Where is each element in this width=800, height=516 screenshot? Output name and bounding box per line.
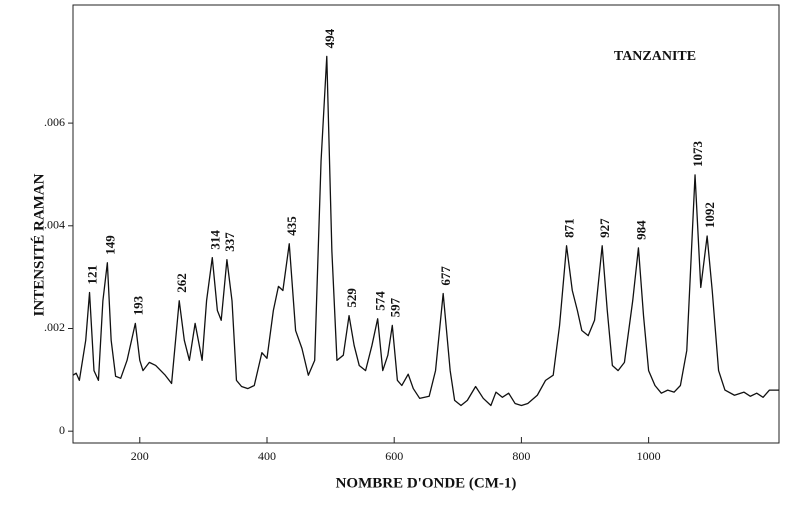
y-tick-label: .006: [44, 115, 65, 129]
plot-frame: [72, 4, 780, 444]
y-tick-label: .002: [44, 320, 65, 334]
peak-label: 871: [562, 218, 577, 238]
peak-label: 1073: [690, 140, 705, 167]
x-tick-label: 200: [131, 449, 149, 463]
x-tick-label: 600: [385, 449, 403, 463]
chart-title: TANZANITE: [614, 49, 696, 64]
y-axis-label: INTENSITÉ RAMAN: [30, 173, 47, 316]
peak-label: 1092: [702, 202, 717, 228]
peak-label: 984: [633, 220, 648, 240]
peak-label: 262: [174, 273, 189, 293]
x-tick-label: 1000: [637, 449, 661, 463]
peak-label: 597: [387, 297, 402, 317]
x-axis-label: NOMBRE D'ONDE (CM-1): [336, 475, 517, 491]
peak-label: 149: [102, 235, 117, 255]
peak-label: 314: [207, 230, 222, 250]
peak-label: 927: [597, 218, 612, 238]
peak-label: 529: [344, 288, 359, 308]
y-tick-label: .004: [44, 218, 65, 232]
y-tick-label: 0: [59, 423, 65, 437]
x-tick-label: 400: [258, 449, 276, 463]
peak-label: 121: [85, 265, 100, 285]
peak-label: 574: [373, 291, 388, 311]
x-tick-label: 800: [512, 449, 530, 463]
peak-label: 677: [438, 266, 453, 286]
spectrum-line: [72, 55, 779, 407]
peak-label: 494: [322, 28, 337, 48]
peak-label: 435: [284, 216, 299, 236]
peak-label: 337: [222, 232, 237, 252]
peak-label: 193: [130, 295, 145, 315]
